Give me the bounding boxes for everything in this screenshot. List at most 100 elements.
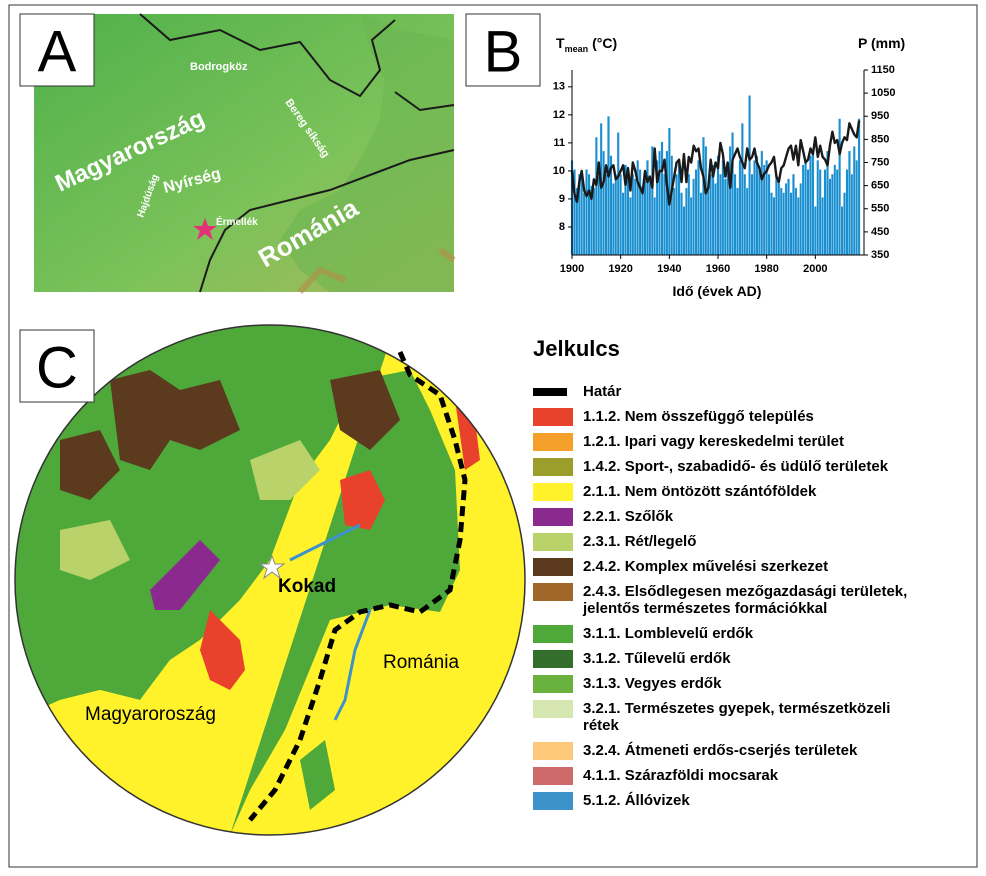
bar xyxy=(585,169,587,255)
y-axis-label-unit: (°C) xyxy=(592,35,617,51)
legend-swatch xyxy=(533,458,573,476)
bar xyxy=(615,174,617,255)
legend-label: jelentős természetes formációkkal xyxy=(582,600,827,617)
legend-swatch xyxy=(533,388,567,396)
bar xyxy=(790,193,792,255)
bar xyxy=(595,137,597,255)
map-label: Érmellék xyxy=(216,215,258,228)
bar xyxy=(853,146,855,255)
bar xyxy=(702,137,704,255)
figure: Bodrogköz Bereg síkság Magyarország Hajd… xyxy=(0,0,986,871)
bar xyxy=(717,156,719,255)
bar xyxy=(634,179,636,255)
bar xyxy=(600,123,602,255)
bar xyxy=(654,197,656,255)
y2-tick-label: 350 xyxy=(871,249,889,261)
panel-a: Bodrogköz Bereg síkság Magyarország Hajd… xyxy=(20,14,454,292)
bar xyxy=(778,183,780,255)
bar xyxy=(775,174,777,255)
legend-swatch xyxy=(533,508,573,526)
legend-label: 2.4.2. Komplex művelési szerkezet xyxy=(583,558,828,575)
bar xyxy=(719,174,721,255)
bar xyxy=(773,197,775,255)
bar xyxy=(639,169,641,255)
y-tick-label: 11 xyxy=(553,137,565,149)
y2-tick-label: 750 xyxy=(871,156,889,168)
map-label: Románia xyxy=(383,652,459,673)
bar xyxy=(675,174,677,255)
bar xyxy=(821,197,823,255)
bar xyxy=(607,116,609,255)
legend-label: 3.2.4. Átmeneti erdős-cserjés területek xyxy=(583,742,858,759)
bar xyxy=(700,193,702,255)
bar xyxy=(848,151,850,255)
bar xyxy=(722,160,724,255)
bar xyxy=(829,179,831,255)
bar xyxy=(807,169,809,255)
bar xyxy=(712,165,714,255)
bar xyxy=(705,146,707,255)
bar xyxy=(824,169,826,255)
legend-swatch xyxy=(533,433,573,451)
bar xyxy=(680,193,682,255)
panel-letter: A xyxy=(38,20,77,85)
x-tick-label: 1900 xyxy=(560,263,584,275)
bar xyxy=(780,188,782,255)
legend-label: Határ xyxy=(583,383,622,400)
legend-label: 3.2.1. Természetes gyepek, természetköze… xyxy=(583,700,890,717)
bar xyxy=(834,165,836,255)
panel-b: B Tmean(°C) P (mm) Idő (évek AD) 8910111… xyxy=(466,14,905,299)
x-tick-label: 2000 xyxy=(803,263,827,275)
y-axis-label-sub: mean xyxy=(565,44,589,54)
bar xyxy=(741,123,743,255)
map-label: Kokad xyxy=(278,576,336,597)
bar xyxy=(671,156,673,255)
y2-tick-label: 950 xyxy=(871,110,889,122)
legend-label: rétek xyxy=(583,717,620,734)
panel-letter: B xyxy=(484,20,523,85)
legend-label: 5.1.2. Állóvizek xyxy=(583,792,690,809)
bar xyxy=(814,206,816,255)
bar xyxy=(765,160,767,255)
legend-label: 2.2.1. Szőlők xyxy=(583,508,674,525)
bar xyxy=(770,193,772,255)
bar xyxy=(673,188,675,255)
bar xyxy=(739,160,741,255)
bar xyxy=(812,151,814,255)
legend-swatch xyxy=(533,408,573,426)
bar xyxy=(602,151,604,255)
bar xyxy=(736,188,738,255)
bar xyxy=(782,193,784,255)
bar xyxy=(593,188,595,255)
bar xyxy=(649,179,651,255)
bar xyxy=(838,119,840,255)
bar xyxy=(768,174,770,255)
bar xyxy=(851,174,853,255)
bar xyxy=(758,169,760,255)
bar xyxy=(588,174,590,255)
bar xyxy=(612,183,614,255)
bar xyxy=(826,151,828,255)
legend-swatch xyxy=(533,650,573,668)
legend-swatch xyxy=(533,767,573,785)
y-tick-label: 10 xyxy=(553,165,565,177)
bar xyxy=(709,174,711,255)
y2-tick-label: 450 xyxy=(871,226,889,238)
bar xyxy=(843,193,845,255)
y2-tick-label: 1050 xyxy=(871,87,895,99)
bar xyxy=(831,174,833,255)
legend-swatch xyxy=(533,792,573,810)
bar xyxy=(707,188,709,255)
legend-swatch xyxy=(533,742,573,760)
bar xyxy=(858,119,860,255)
y2-axis-label: P (mm) xyxy=(858,35,905,51)
y-tick-label: 8 xyxy=(559,221,565,233)
legend-label: 1.4.2. Sport-, szabadidő- és üdülő terül… xyxy=(583,458,889,475)
panel-letter: C xyxy=(36,336,78,401)
bar xyxy=(792,174,794,255)
bar xyxy=(846,169,848,255)
bar xyxy=(605,174,607,255)
bar xyxy=(797,197,799,255)
legend-label: 1.2.1. Ipari vagy kereskedelmi terület xyxy=(583,433,844,450)
